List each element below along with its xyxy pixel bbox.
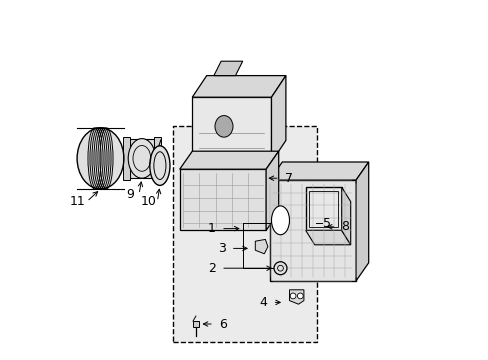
Polygon shape <box>265 151 278 230</box>
Bar <box>129 139 154 178</box>
Text: 7: 7 <box>284 172 292 185</box>
Polygon shape <box>355 162 368 281</box>
Bar <box>154 136 161 180</box>
Ellipse shape <box>128 139 155 178</box>
Ellipse shape <box>149 146 170 185</box>
Text: 11: 11 <box>70 195 85 208</box>
Polygon shape <box>192 76 285 97</box>
Ellipse shape <box>215 116 232 137</box>
Text: 6: 6 <box>219 318 226 330</box>
Text: 4: 4 <box>259 296 267 309</box>
Bar <box>122 136 129 180</box>
Text: 3: 3 <box>218 242 225 255</box>
Text: 10: 10 <box>140 195 156 208</box>
Bar <box>192 97 271 162</box>
Polygon shape <box>341 187 350 245</box>
Bar <box>269 180 355 281</box>
Ellipse shape <box>77 128 123 189</box>
Text: 9: 9 <box>126 188 134 201</box>
Polygon shape <box>305 230 350 245</box>
Bar <box>305 187 341 230</box>
Bar <box>309 191 337 227</box>
Polygon shape <box>255 239 267 254</box>
Text: 5: 5 <box>323 217 331 230</box>
Polygon shape <box>271 76 285 162</box>
Ellipse shape <box>271 206 289 235</box>
Text: 8: 8 <box>341 220 348 233</box>
Ellipse shape <box>273 262 286 275</box>
Ellipse shape <box>297 293 303 299</box>
Polygon shape <box>193 321 199 327</box>
Text: 1: 1 <box>208 222 216 235</box>
Polygon shape <box>269 162 368 180</box>
Polygon shape <box>179 151 278 169</box>
Text: 2: 2 <box>208 262 216 275</box>
Bar <box>179 169 265 230</box>
Ellipse shape <box>289 293 295 299</box>
Bar <box>172 126 316 342</box>
Polygon shape <box>289 290 303 304</box>
Polygon shape <box>213 61 242 76</box>
